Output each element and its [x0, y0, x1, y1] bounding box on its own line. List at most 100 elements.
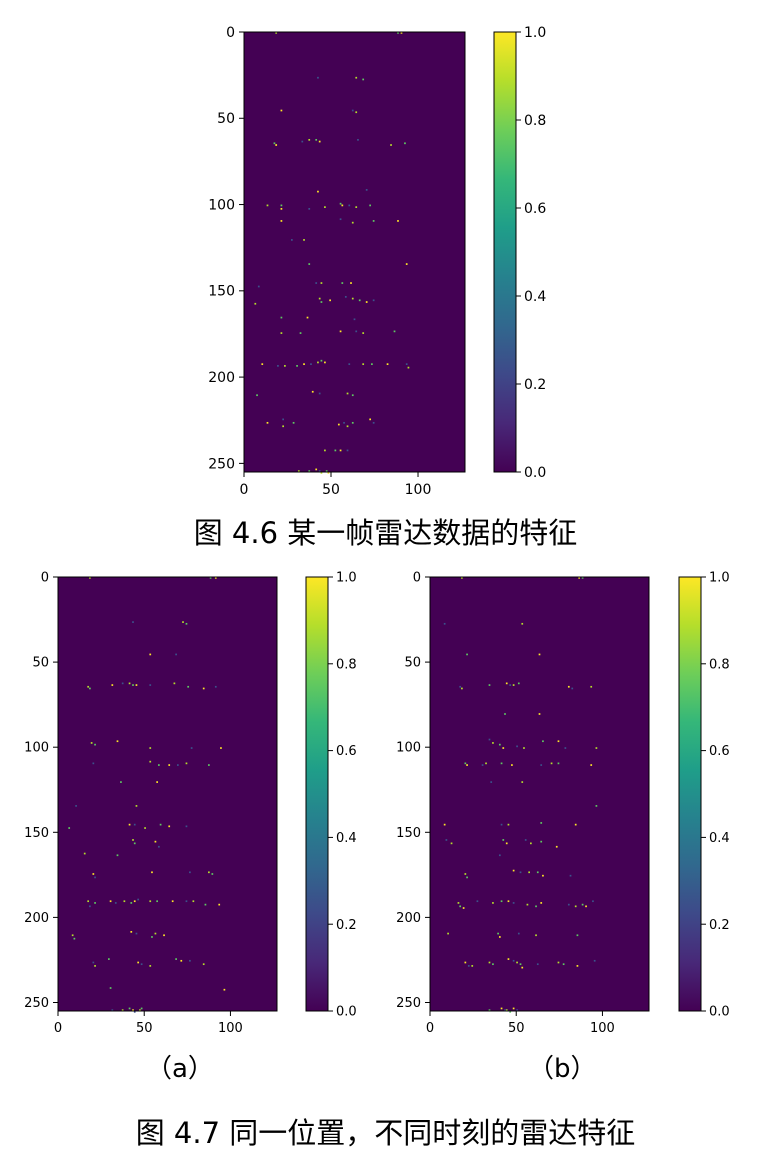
heatmap-point — [571, 687, 574, 690]
heatmap-point — [92, 961, 95, 964]
heatmap-point — [318, 392, 321, 395]
fig47a-plot: 0 50 100 150 200 250 0 50 100 0.0 0.2 0.4 0.6 0.8 1.0 — [24, 571, 357, 1036]
heatmap-point — [214, 577, 217, 579]
heatmap-point — [386, 363, 389, 366]
heatmap-point — [109, 900, 112, 903]
heatmap-point — [151, 936, 153, 938]
y-tick-label: 200 — [208, 370, 235, 386]
heatmap-point — [202, 687, 205, 690]
heatmap-point — [536, 963, 539, 966]
heatmap-point — [280, 316, 283, 319]
heatmap-point — [365, 189, 368, 191]
heatmap-point — [351, 421, 354, 424]
heatmap-point — [576, 934, 579, 937]
heatmap-point — [325, 470, 328, 472]
heatmap-point — [337, 423, 340, 426]
heatmap-point — [581, 577, 584, 579]
heatmap-point — [320, 472, 323, 474]
heatmap-point — [443, 823, 446, 826]
y-tick-label: 50 — [404, 656, 421, 671]
x-tick-label: 100 — [590, 1021, 615, 1036]
heatmap-point — [351, 109, 354, 112]
heatmap-point — [121, 1009, 124, 1011]
heatmap-point — [521, 622, 524, 625]
heatmap-point — [351, 297, 354, 300]
heatmap-point — [339, 449, 342, 452]
plot-frame — [57, 576, 278, 1012]
heatmap-point — [507, 958, 510, 960]
heatmap-point — [593, 959, 596, 962]
heatmap-point — [303, 239, 305, 241]
heatmap-point — [488, 961, 491, 964]
heatmap-point — [175, 653, 177, 656]
colorbar-tick-label: 1.0 — [336, 571, 357, 586]
heatmap-point — [557, 961, 560, 964]
heatmap-point — [505, 842, 508, 845]
heatmap-point — [83, 852, 86, 855]
heatmap-point — [189, 959, 191, 962]
heatmap-point — [540, 840, 543, 843]
heatmap-point — [144, 827, 146, 829]
heatmap-point — [512, 684, 515, 686]
heatmap-point — [204, 903, 207, 906]
heatmap-point — [348, 363, 351, 366]
heatmap-point — [567, 903, 570, 906]
x-tick-label: 50 — [322, 482, 340, 498]
heatmap-point — [223, 988, 226, 991]
heatmap-point — [128, 823, 131, 826]
heatmap-point — [500, 900, 503, 903]
heatmap-point — [362, 332, 365, 334]
heatmap-point — [341, 204, 344, 207]
heatmap-background — [58, 577, 277, 1011]
heatmap-point — [464, 873, 467, 875]
heatmap-point — [308, 470, 311, 472]
heatmap-point — [324, 206, 326, 208]
heatmap-point — [569, 874, 572, 877]
x-tick-label: 0 — [54, 1021, 62, 1036]
heatmap-point — [308, 263, 311, 265]
heatmap-point — [280, 220, 283, 222]
heatmap-point — [320, 359, 323, 362]
heatmap-point — [318, 140, 321, 143]
colorbar-tick-label: 0.0 — [524, 465, 546, 481]
heatmap-point — [108, 958, 110, 960]
heatmap-point — [116, 854, 119, 857]
fig47b-plot: 0 50 100 150 200 250 0 50 100 0.0 0.2 0.4 0.6 0.8 1.0 — [396, 571, 730, 1036]
heatmap-point — [168, 825, 171, 828]
heatmap-point — [542, 874, 544, 877]
heatmap-point — [190, 747, 193, 749]
heatmap-point — [139, 1009, 141, 1011]
heatmap-point — [133, 900, 136, 903]
heatmap-point — [132, 621, 134, 623]
heatmap-point — [202, 963, 205, 966]
x-tick-label: 0 — [240, 482, 249, 498]
heatmap-point — [407, 366, 410, 369]
heatmap-point — [68, 827, 71, 829]
y-tick-label: 200 — [396, 911, 421, 926]
heatmap-point — [542, 740, 544, 743]
heatmap-point — [371, 363, 373, 366]
heatmap-point — [185, 825, 188, 828]
x-tick-label: 0 — [426, 1021, 434, 1036]
heatmap-point — [71, 934, 74, 937]
heatmap-point — [132, 684, 134, 686]
colorbar-tick-label: 1.0 — [709, 571, 730, 586]
heatmap-point — [464, 762, 467, 765]
heatmap-point — [318, 297, 321, 300]
y-tick-label: 250 — [208, 456, 235, 472]
heatmap-point — [461, 577, 463, 579]
heatmap-point — [457, 902, 460, 904]
heatmap-point — [492, 963, 494, 966]
heatmap-point — [299, 332, 302, 334]
heatmap-point — [346, 449, 349, 452]
x-tick-label: 50 — [508, 1021, 525, 1036]
heatmap-point — [400, 32, 403, 34]
heatmap-point — [280, 208, 283, 210]
heatmap-point — [109, 987, 112, 989]
heatmap-point — [512, 1007, 515, 1010]
y-tick-label: 100 — [208, 197, 235, 213]
y-tick-label: 150 — [396, 826, 421, 841]
heatmap-point — [358, 299, 361, 302]
heatmap-point — [355, 111, 358, 114]
colorbar — [305, 576, 329, 1012]
